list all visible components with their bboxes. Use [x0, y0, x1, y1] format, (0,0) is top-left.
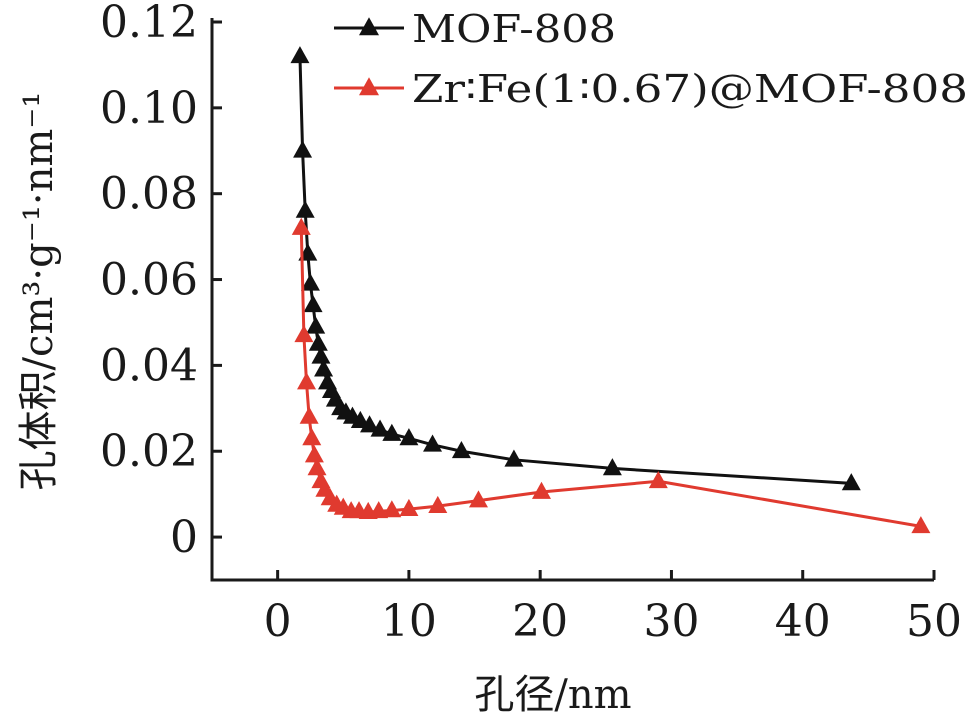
legend: MOF-808 Zr∶Fe(1∶0.67)@MOF-808: [334, 7, 968, 111]
y-tick-label: 0.08: [100, 169, 198, 220]
data-point: [369, 501, 389, 519]
data-point: [311, 346, 331, 364]
data-point: [294, 325, 314, 343]
data-point: [468, 490, 488, 508]
data-point: [304, 445, 324, 463]
y-tick-label: 0.10: [100, 83, 198, 134]
data-point: [308, 333, 328, 351]
x-axis-title: 孔径/nm: [474, 672, 631, 718]
data-point: [428, 495, 448, 514]
data-point: [370, 419, 390, 437]
data-point: [291, 217, 311, 235]
data-point: [911, 516, 931, 534]
data-point: [295, 200, 315, 218]
legend-item: Zr∶Fe(1∶0.67)@MOF-808: [334, 67, 968, 111]
y-tick-label: 0.06: [100, 255, 198, 306]
data-point: [399, 428, 419, 446]
y-tick-label: 0: [170, 512, 198, 563]
y-tick-label: 0.12: [100, 0, 198, 48]
data-point: [382, 500, 402, 518]
x-tick-label: 30: [643, 596, 699, 647]
data-point: [360, 415, 380, 433]
x-tick-label: 20: [512, 596, 568, 647]
x-tick-label: 40: [775, 596, 831, 647]
x-axis: 0 10 20 30 40 50: [212, 570, 962, 647]
y-axis-title: 孔体积/cm³·g⁻¹·nm⁻¹: [16, 92, 62, 491]
data-point: [299, 406, 319, 424]
data-point: [504, 449, 524, 467]
data-point: [602, 458, 622, 476]
data-point: [293, 140, 313, 158]
data-point: [314, 359, 334, 377]
data-point: [841, 473, 861, 491]
data-point: [382, 423, 402, 441]
data-point: [307, 458, 327, 476]
data-point: [300, 273, 320, 291]
x-tick-label: 50: [906, 596, 962, 647]
data-point: [451, 440, 471, 459]
x-tick-label: 10: [381, 596, 437, 647]
data-point: [648, 471, 668, 489]
data-point: [303, 295, 323, 313]
data-point: [297, 372, 317, 390]
y-tick-label: 0.02: [100, 426, 198, 477]
series-layer: [290, 46, 931, 534]
legend-marker: [359, 77, 379, 96]
legend-item: MOF-808: [334, 7, 616, 51]
series-2: [291, 217, 931, 534]
data-point: [290, 46, 310, 64]
legend-marker: [359, 17, 379, 36]
data-point: [531, 481, 551, 499]
x-tick-label: 0: [264, 596, 292, 647]
data-point: [302, 428, 322, 446]
data-point: [306, 316, 326, 334]
legend-label: Zr∶Fe(1∶0.67)@MOF-808: [412, 67, 968, 111]
y-tick-label: 0.04: [100, 340, 198, 391]
series-line: [298, 56, 852, 485]
y-axis: 0 0.02 0.04 0.06 0.08 0.10 0.12: [100, 0, 222, 582]
data-point: [399, 498, 419, 517]
series-1: [290, 46, 861, 491]
data-point: [423, 434, 443, 452]
legend-label: MOF-808: [412, 7, 616, 51]
